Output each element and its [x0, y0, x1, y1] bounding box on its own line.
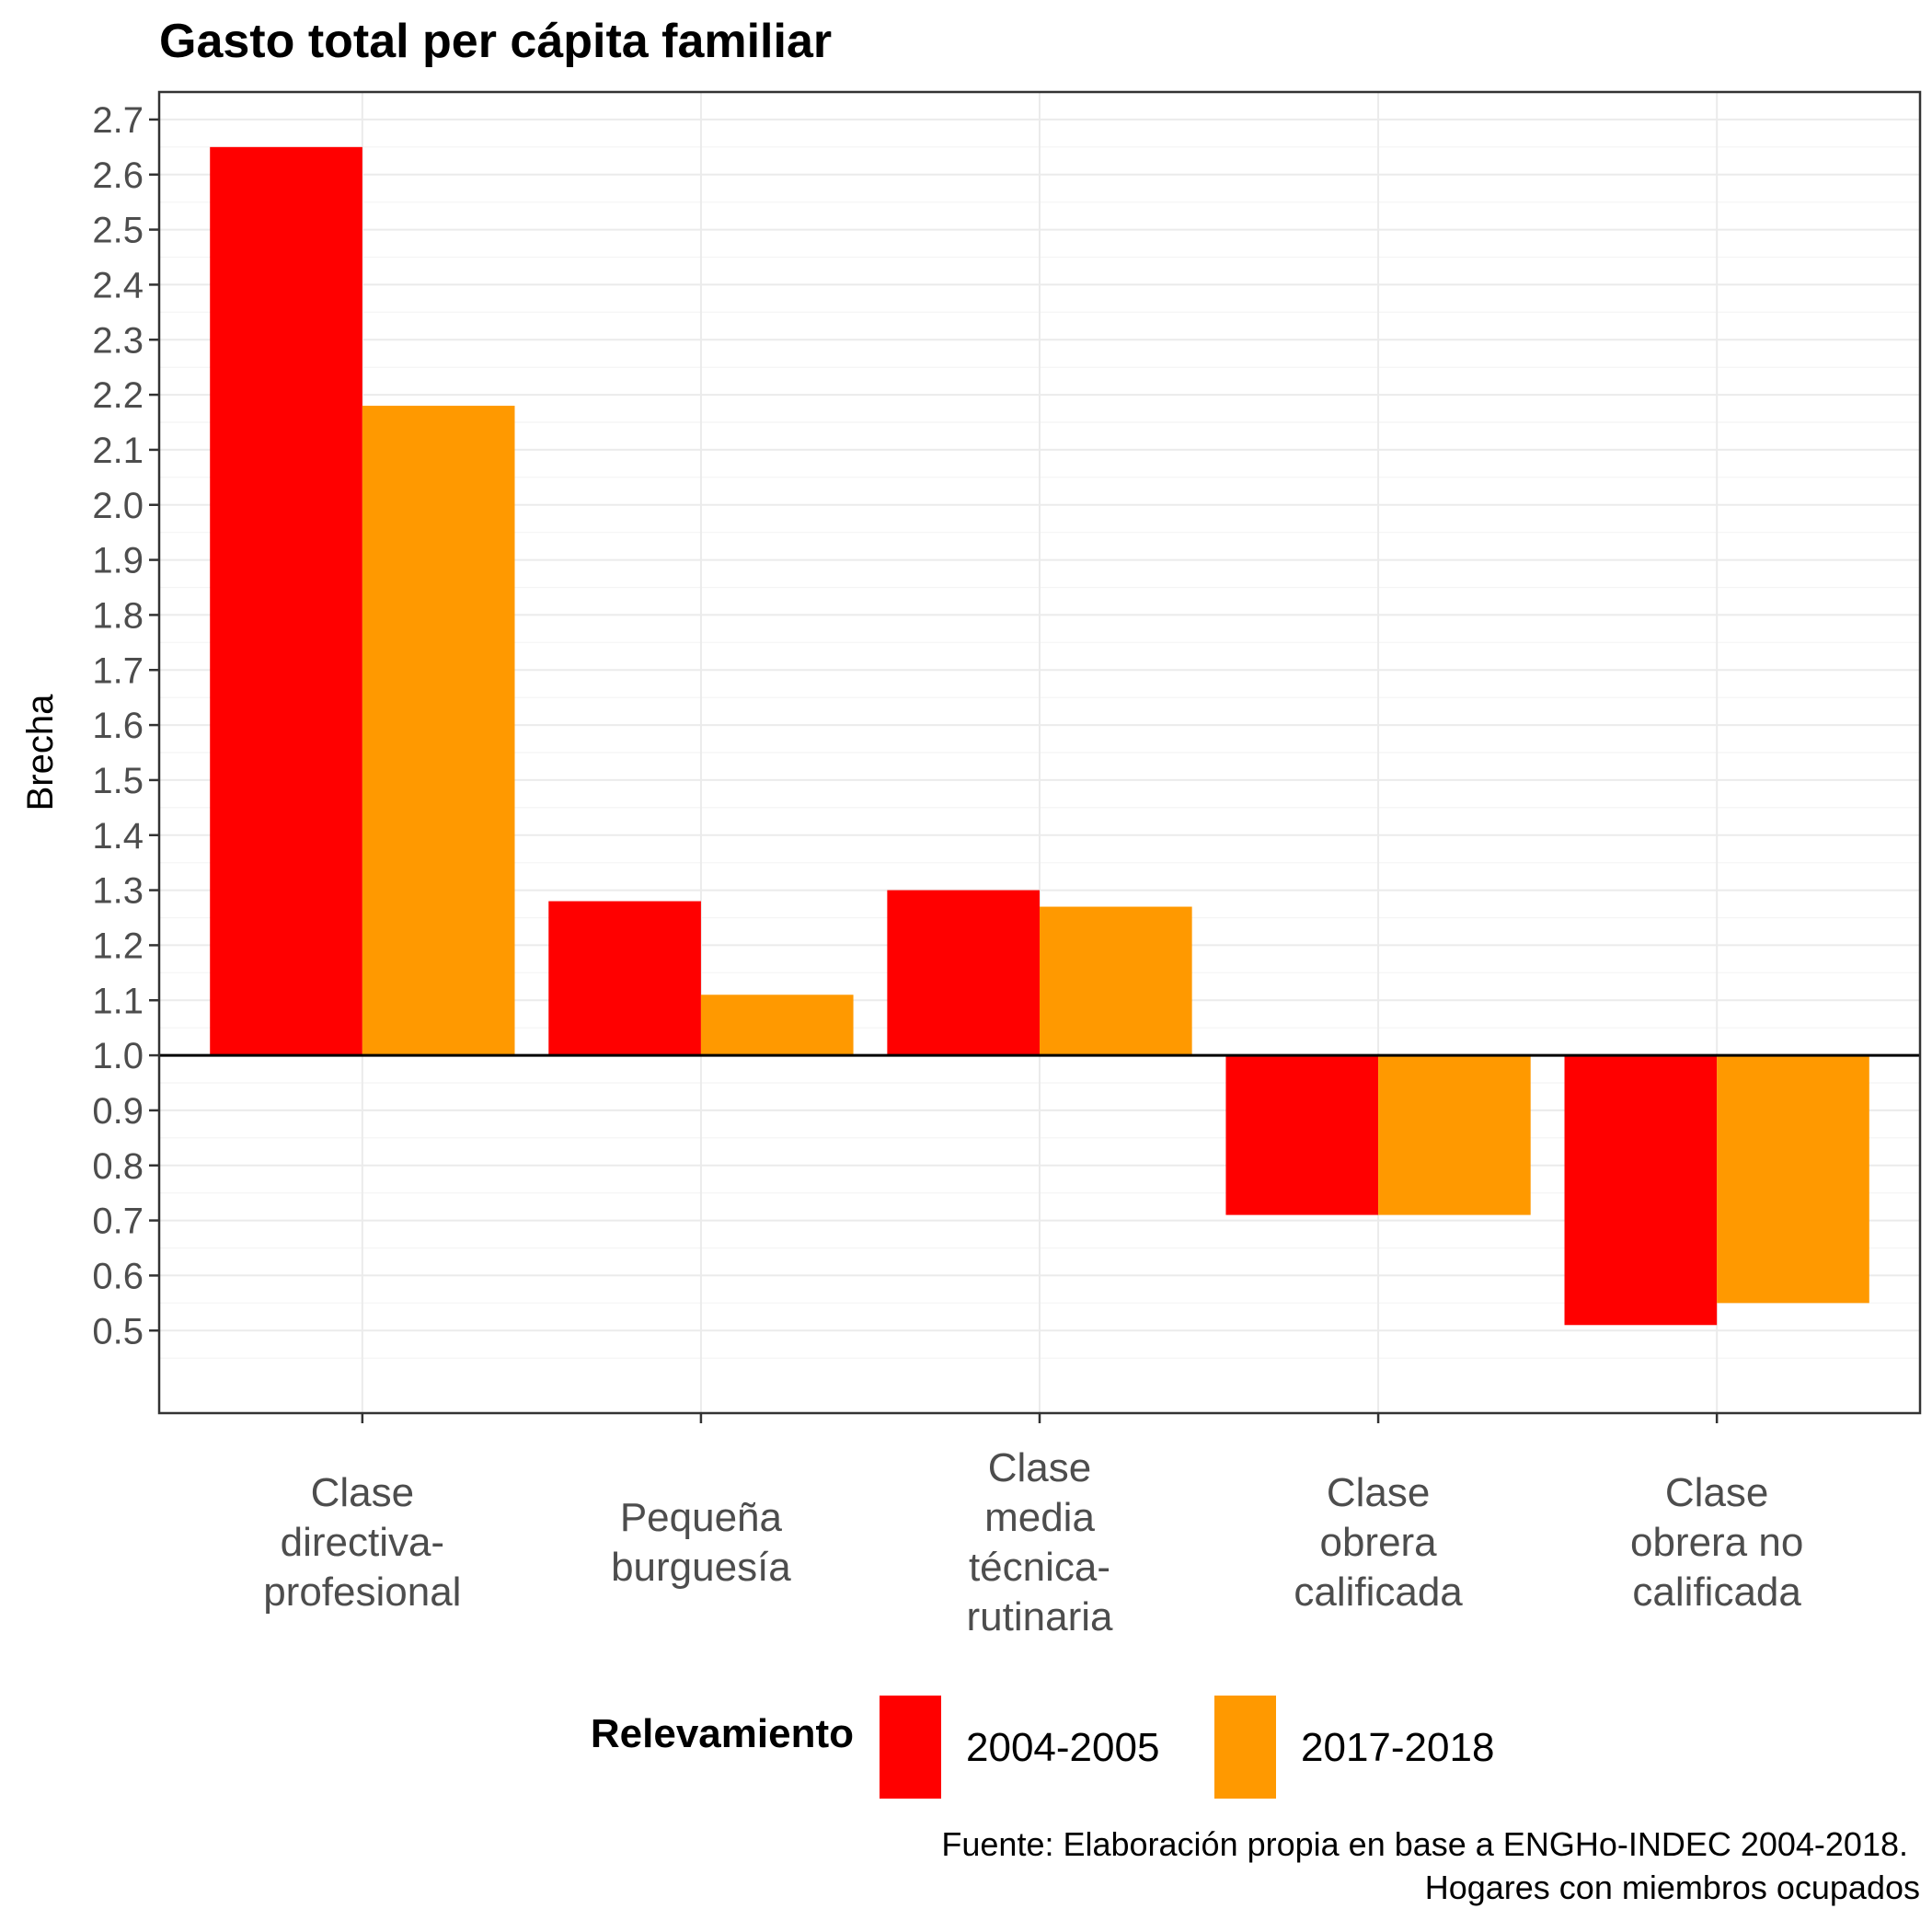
bar-2017-2018-1 [362, 406, 515, 1056]
y-tick-label: 0.7 [92, 1202, 144, 1242]
bars [210, 146, 1869, 1326]
y-tick-label: 2.1 [92, 431, 144, 471]
bar-2004-2005-5 [1564, 1055, 1718, 1326]
bar-2017-2018-2 [700, 995, 854, 1056]
y-axis-label: Brecha [20, 694, 61, 811]
y-tick-label: 2.6 [92, 155, 144, 196]
y-tick-label: 0.9 [92, 1091, 144, 1132]
caption: Fuente: Elaboración propia en base a ENG… [941, 1825, 1920, 1906]
y-tick-label: 2.7 [92, 100, 144, 141]
y-tick-label: 1.6 [92, 706, 144, 746]
bar-2017-2018-5 [1717, 1055, 1869, 1304]
y-tick-label: 1.8 [92, 595, 144, 636]
bar-2004-2005-1 [210, 146, 362, 1056]
y-tick-label: 1.4 [92, 816, 144, 857]
x-tick-label: Clase obrera no calificada [1630, 1470, 1803, 1615]
y-tick-label: 2.4 [92, 265, 144, 305]
bar-2004-2005-3 [887, 890, 1040, 1056]
legend-label: 2004-2005 [966, 1725, 1159, 1770]
bar-2017-2018-3 [1040, 906, 1192, 1056]
bar-2004-2005-4 [1225, 1055, 1379, 1215]
x-tick-label: Pequeña burguesía [611, 1495, 791, 1590]
y-tick-label: 1.3 [92, 871, 144, 912]
bar-2004-2005-2 [548, 901, 701, 1056]
legend: Relevamiento 2004-2005 2017-2018 [591, 1696, 1494, 1799]
y-tick-label: 0.6 [92, 1256, 144, 1296]
y-tick-label: 1.9 [92, 541, 144, 581]
y-tick-label: 0.8 [92, 1146, 144, 1187]
caption-line-1: Fuente: Elaboración propia en base a ENG… [941, 1825, 1908, 1863]
y-tick-label: 2.3 [92, 320, 144, 361]
y-tick-label: 1.2 [92, 926, 144, 966]
legend-title: Relevamiento [591, 1711, 854, 1756]
y-axis: 0.5 0.6 0.7 0.8 0.9 1.0 1.1 1.2 1.3 1.4 1.5 1.6 1.7 1… [92, 100, 159, 1351]
y-tick-label: 1.1 [92, 981, 144, 1021]
y-tick-label: 0.5 [92, 1311, 144, 1351]
grid-major [159, 92, 1920, 1413]
y-tick-label: 1.5 [92, 761, 144, 801]
x-tick-label: Clase obrera calificada [1294, 1470, 1463, 1615]
y-tick-label: 1.0 [92, 1036, 144, 1076]
y-tick-label: 1.7 [92, 650, 144, 691]
plot-panel [157, 90, 1922, 1415]
y-tick-label: 2.5 [92, 211, 144, 251]
y-tick-label: 2.2 [92, 375, 144, 416]
caption-line-2: Hogares con miembros ocupados [1425, 1869, 1920, 1906]
x-tick-label: Clase media técnica-rutinaria [967, 1445, 1113, 1639]
x-tick-label: Clase directiva-profesional [263, 1470, 461, 1615]
legend-key-2017-2018 [1214, 1696, 1276, 1799]
legend-key-2004-2005 [880, 1696, 941, 1799]
chart-title: Gasto total per cápita familiar [159, 15, 832, 68]
bar-2017-2018-4 [1378, 1055, 1531, 1215]
legend-label: 2017-2018 [1301, 1725, 1494, 1770]
legend-items: 2004-2005 2017-2018 [880, 1696, 1494, 1799]
x-axis: Clase directiva-profesional Pequeña burgues… [263, 1413, 1803, 1639]
y-tick-label: 2.0 [92, 486, 144, 526]
